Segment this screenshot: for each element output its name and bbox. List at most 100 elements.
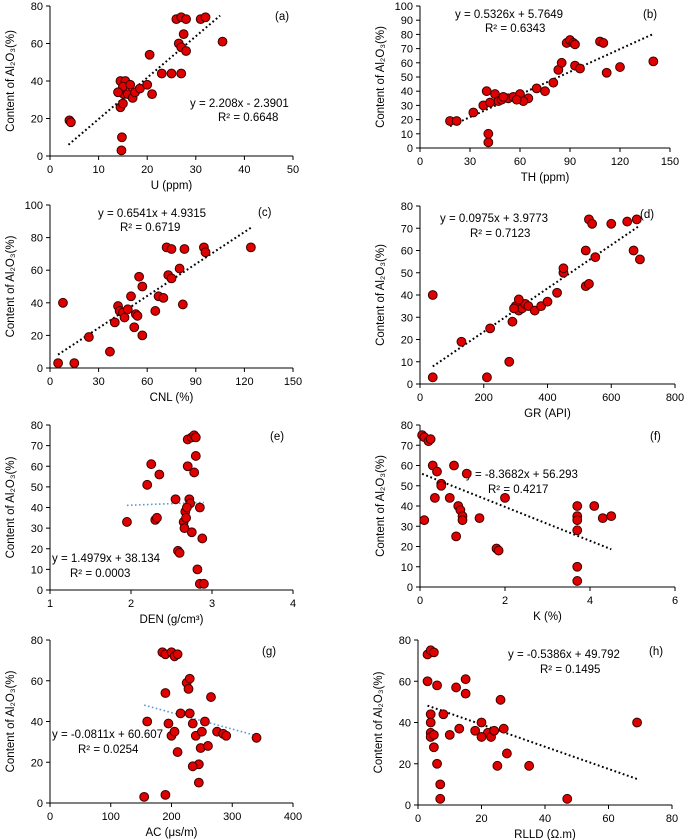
y-tick-label: 0	[407, 379, 413, 391]
data-point	[631, 214, 642, 225]
data-point	[615, 62, 625, 72]
data-point	[150, 306, 161, 316]
panel-label: (e)	[270, 431, 284, 443]
y-tick-label: 20	[399, 759, 411, 771]
data-point	[116, 145, 127, 156]
data-point	[507, 316, 518, 327]
data-point	[556, 57, 567, 68]
y-tick-label: 60	[399, 676, 411, 688]
y-tick-label: 80	[401, 420, 413, 432]
data-point	[109, 317, 120, 328]
data-point	[217, 36, 228, 47]
data-point	[427, 290, 438, 300]
data-point	[428, 742, 439, 753]
data-point	[163, 718, 174, 729]
data-point	[172, 649, 183, 660]
data-point	[451, 116, 462, 126]
data-point	[513, 294, 524, 305]
data-point	[432, 680, 442, 691]
data-point	[632, 717, 642, 728]
trendline	[421, 472, 612, 551]
x-tick-label: 10	[92, 164, 104, 176]
data-point	[113, 87, 123, 98]
y-tick-label: 0	[405, 800, 411, 812]
data-point	[169, 726, 180, 737]
y-tick-label: 30	[31, 523, 43, 535]
y-tick-label: 10	[31, 564, 43, 576]
data-point	[474, 513, 485, 524]
data-point	[184, 708, 195, 719]
data-point	[531, 83, 542, 94]
data-point	[451, 682, 462, 693]
y-tick-label: 50	[401, 72, 413, 84]
data-point	[502, 748, 512, 759]
data-point	[572, 561, 583, 572]
data-point	[575, 63, 585, 74]
data-point	[584, 278, 594, 289]
data-point	[179, 244, 190, 254]
panel-label: (c)	[258, 207, 272, 219]
data-point	[485, 97, 495, 108]
data-point	[83, 332, 94, 342]
trendline	[427, 704, 638, 780]
x-axis-label: K (%)	[533, 611, 562, 623]
data-point	[485, 323, 496, 334]
x-tick-label: 0	[417, 156, 423, 168]
x-tick-label: 120	[235, 376, 253, 388]
data-point	[540, 86, 550, 97]
data-point	[606, 511, 617, 522]
data-point	[166, 68, 177, 79]
data-point	[438, 709, 449, 720]
x-tick-label: 0	[47, 376, 53, 388]
x-tick-label: 4	[290, 598, 296, 610]
data-point	[181, 46, 191, 56]
x-tick-label: 100	[102, 811, 120, 823]
data-point	[192, 564, 203, 575]
y-tick-label: 60	[401, 461, 413, 473]
data-point	[184, 673, 195, 684]
data-point	[648, 56, 659, 67]
x-tick-label: 150	[284, 376, 302, 388]
x-tick-label: 90	[564, 156, 576, 168]
data-point	[183, 684, 194, 694]
data-point	[495, 694, 506, 705]
y-tick-label: 60	[401, 58, 413, 70]
panel-c: (c) y = 0.6541x + 4.9315 R² = 0.6719 CNL…	[5, 200, 302, 404]
panel-b: (b) y = 0.5326x + 5.7649 R² = 0.6343 TH …	[375, 1, 679, 184]
data-point	[129, 322, 140, 333]
data-point	[105, 346, 115, 357]
panel-label: (d)	[640, 209, 654, 221]
data-point	[118, 98, 128, 109]
data-point	[69, 358, 80, 369]
data-point	[190, 451, 201, 461]
data-point	[457, 515, 468, 526]
x-tick-label: 0	[47, 811, 53, 823]
x-tick-label: 2	[128, 598, 134, 610]
y-tick-label: 70	[401, 44, 413, 56]
y-tick-label: 30	[401, 100, 413, 112]
data-point	[598, 38, 609, 48]
data-point	[435, 793, 446, 804]
y-tick-label: 80	[31, 420, 43, 432]
data-point	[117, 132, 127, 143]
data-point	[580, 245, 591, 256]
data-point	[500, 493, 510, 503]
y-tick-label: 90	[401, 15, 413, 27]
data-point	[193, 777, 204, 788]
data-point	[196, 726, 207, 737]
y-axis-label: Content of Al₂O₃(%)	[375, 26, 387, 128]
panel-h: (h) y = -0.5386x + 49.792 R² = 0.1495 RL…	[373, 635, 678, 840]
panel-g: (g) y = -0.0811x + 60.607 R² = 0.0254 AC…	[5, 635, 302, 839]
panel-label: (h)	[649, 646, 663, 658]
data-point	[570, 39, 580, 50]
data-point	[158, 293, 169, 303]
y-tick-label: 40	[401, 86, 413, 98]
data-point	[179, 523, 190, 534]
data-point	[628, 245, 639, 256]
data-point	[181, 512, 191, 523]
data-point	[425, 717, 436, 728]
data-point	[199, 578, 209, 589]
data-point	[451, 531, 462, 542]
data-point	[200, 716, 210, 727]
